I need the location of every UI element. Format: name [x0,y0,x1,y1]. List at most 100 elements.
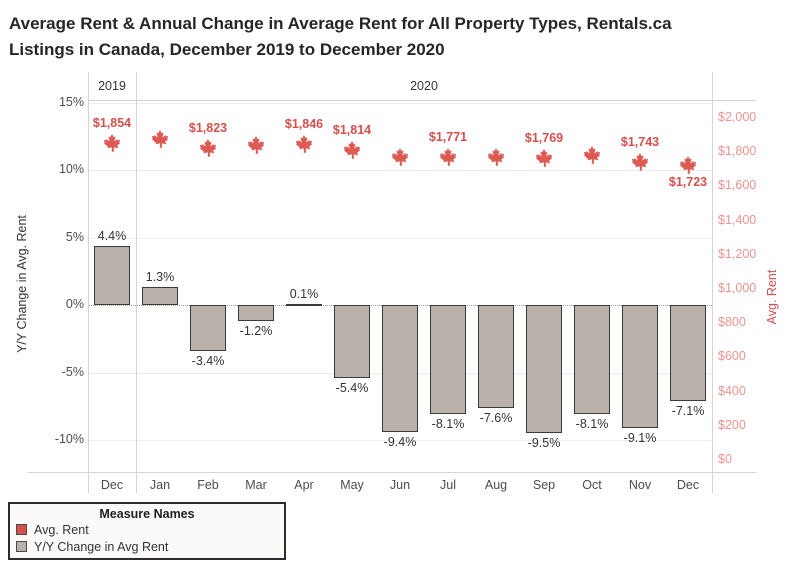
right-axis-tick: $0 [718,452,732,466]
bar-value-label: -1.2% [239,324,273,339]
maple-leaf-icon[interactable] [439,148,457,166]
bar-dec-0[interactable] [94,245,130,305]
maple-leaf-icon[interactable] [535,148,553,167]
legend-item-yoy-change[interactable]: Y/Y Change in Avg Rent [10,538,284,555]
left-axis-tick: 0% [65,297,84,311]
left-axis-tick: 10% [58,162,84,176]
bar-value-label: 4.4% [97,228,127,243]
year-label-2020: 2020 [410,79,438,93]
month-label-may: May [340,478,364,492]
legend-swatch-avg-rent-icon [16,524,27,535]
gridline [88,170,712,171]
left-axis-tick: -10% [54,432,84,446]
rent-value-label: $1,771 [428,130,468,145]
legend-item-yoy-change-label: Y/Y Change in Avg Rent [34,539,169,554]
month-label-apr: Apr [294,478,314,492]
month-label-dec: Dec [100,478,124,492]
bar-may-5[interactable] [334,305,370,378]
right-axis-tick: $400 [718,383,746,398]
chart-title: Average Rent & Annual Change in Average … [9,11,672,63]
maple-leaf-icon[interactable] [583,145,601,164]
bar-value-label: -8.1% [431,417,465,432]
bar-value-label: 0.1% [289,286,319,301]
rent-value-label: $1,814 [332,122,372,137]
maple-leaf-icon[interactable] [343,140,361,159]
left-axis-title: Y/Y Change in Avg. Rent [15,215,29,353]
gridline [88,440,712,441]
maple-leaf-icon[interactable] [391,148,409,167]
bar-aug-8[interactable] [478,305,514,408]
bar-value-label: -9.4% [383,434,417,449]
right-axis-tick: $1,000 [718,281,757,295]
bar-value-label: -9.1% [623,430,657,445]
month-label-sep: Sep [532,478,556,492]
bar-nov-11[interactable] [622,305,658,428]
month-label-nov: Nov [628,478,652,492]
chart-title-line2: Listings in Canada, December 2019 to Dec… [9,40,445,59]
right-axis-tick: $1,600 [718,178,757,193]
month-label-aug: Aug [484,478,508,492]
bar-apr-4[interactable] [286,303,322,306]
bar-value-label: -3.4% [191,353,225,368]
maple-leaf-icon[interactable] [151,129,169,148]
left-axis-tick: -5% [61,364,84,379]
legend-title: Measure Names [99,507,195,521]
rent-value-label: $1,769 [524,130,564,145]
legend-item-avg-rent[interactable]: Avg. Rent [10,521,284,538]
header-divider [88,100,756,101]
rent-value-label: $1,854 [92,115,132,130]
pane-separator [712,72,713,493]
maple-leaf-icon[interactable] [679,156,697,175]
bar-dec-12[interactable] [670,305,706,401]
right-axis-tick: $600 [718,349,746,364]
bar-value-label: -7.1% [671,403,705,418]
legend-swatch-yoy-change-icon [16,541,27,552]
left-axis-tick: 15% [58,94,84,109]
year-label-2019: 2019 [98,79,126,93]
month-label-jan: Jan [149,478,171,492]
rent-value-label: $1,723 [668,175,708,190]
month-label-dec: Dec [676,478,700,492]
bar-value-label: 1.3% [145,270,175,285]
bar-value-label: -7.6% [479,410,513,425]
right-axis-tick: $1,800 [718,144,757,159]
maple-leaf-icon[interactable] [487,148,505,167]
legend-item-avg-rent-label: Avg. Rent [34,522,89,537]
right-axis-tick: $2,000 [718,110,757,124]
gridline [88,237,712,239]
month-label-oct: Oct [582,478,602,492]
maple-leaf-icon[interactable] [103,133,121,152]
right-axis-tick: $800 [718,315,746,330]
bar-mar-3[interactable] [238,305,274,322]
bar-sep-9[interactable] [526,305,562,434]
rent-value-label: $1,743 [620,134,660,149]
bar-jul-7[interactable] [430,305,466,415]
chart-title-line1: Average Rent & Annual Change in Average … [9,14,672,33]
maple-leaf-icon[interactable] [199,139,217,158]
month-label-jun: Jun [389,478,411,492]
bar-oct-10[interactable] [574,305,610,415]
bar-value-label: -9.5% [527,436,561,451]
maple-leaf-icon[interactable] [247,135,265,154]
right-axis-tick: $1,400 [718,212,757,227]
pane-separator [88,72,89,493]
maple-leaf-icon[interactable] [295,135,313,154]
gridline [88,102,712,104]
right-axis-title: Avg. Rent [765,269,779,325]
bar-value-label: -5.4% [335,380,369,395]
right-axis-tick: $1,200 [718,246,757,261]
bar-feb-2[interactable] [190,305,226,351]
bar-jun-6[interactable] [382,305,418,432]
maple-leaf-icon[interactable] [631,152,649,171]
rent-value-label: $1,823 [188,121,228,136]
month-label-jul: Jul [440,478,456,492]
left-axis-tick: 5% [65,229,84,244]
right-axis-tick: $200 [718,417,746,432]
pane-separator [136,72,137,493]
month-label-feb: Feb [197,478,219,492]
bar-value-label: -8.1% [575,417,609,432]
bar-jan-1[interactable] [142,287,178,305]
x-axis-line [28,472,756,473]
